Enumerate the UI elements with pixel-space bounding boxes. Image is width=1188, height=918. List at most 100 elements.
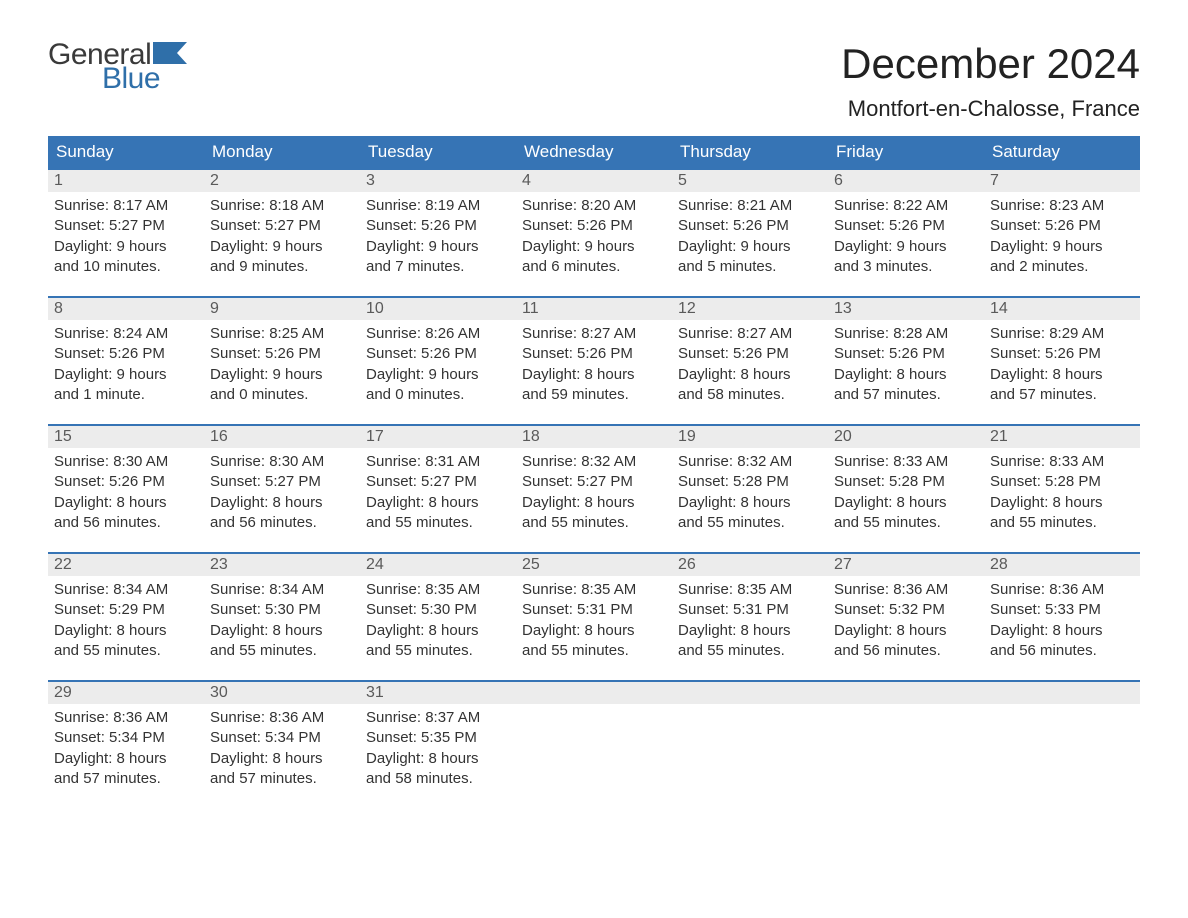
day-sunset: Sunset: 5:28 PM bbox=[678, 472, 822, 492]
calendar-row: 29Sunrise: 8:36 AMSunset: 5:34 PMDayligh… bbox=[48, 680, 1140, 808]
day-wrap: 16Sunrise: 8:30 AMSunset: 5:27 PMDayligh… bbox=[204, 424, 360, 539]
day-d2: and 57 minutes. bbox=[54, 769, 198, 789]
day-sunrise: Sunrise: 8:28 AM bbox=[834, 324, 978, 344]
day-sunset: Sunset: 5:30 PM bbox=[366, 600, 510, 620]
day-number-empty bbox=[672, 682, 828, 704]
day-sunrise: Sunrise: 8:33 AM bbox=[834, 452, 978, 472]
day-d2: and 55 minutes. bbox=[54, 641, 198, 661]
day-d1: Daylight: 8 hours bbox=[990, 621, 1134, 641]
day-sunset: Sunset: 5:32 PM bbox=[834, 600, 978, 620]
day-d1: Daylight: 8 hours bbox=[834, 365, 978, 385]
day-number: 29 bbox=[48, 682, 204, 704]
day-data: Sunrise: 8:30 AMSunset: 5:27 PMDaylight:… bbox=[204, 448, 360, 539]
day-number: 11 bbox=[516, 298, 672, 320]
day-sunrise: Sunrise: 8:19 AM bbox=[366, 196, 510, 216]
day-number: 16 bbox=[204, 426, 360, 448]
day-sunset: Sunset: 5:28 PM bbox=[990, 472, 1134, 492]
day-data: Sunrise: 8:27 AMSunset: 5:26 PMDaylight:… bbox=[672, 320, 828, 411]
day-sunset: Sunset: 5:26 PM bbox=[522, 216, 666, 236]
day-d2: and 56 minutes. bbox=[990, 641, 1134, 661]
day-sunrise: Sunrise: 8:24 AM bbox=[54, 324, 198, 344]
header: General Blue December 2024 Montfort-en-C… bbox=[48, 40, 1140, 122]
day-data: Sunrise: 8:32 AMSunset: 5:28 PMDaylight:… bbox=[672, 448, 828, 539]
day-wrap: 29Sunrise: 8:36 AMSunset: 5:34 PMDayligh… bbox=[48, 680, 204, 795]
day-sunset: Sunset: 5:26 PM bbox=[366, 344, 510, 364]
day-number: 14 bbox=[984, 298, 1140, 320]
day-number: 18 bbox=[516, 426, 672, 448]
calendar-row: 22Sunrise: 8:34 AMSunset: 5:29 PMDayligh… bbox=[48, 552, 1140, 680]
day-d2: and 57 minutes. bbox=[990, 385, 1134, 405]
day-sunrise: Sunrise: 8:34 AM bbox=[210, 580, 354, 600]
day-wrap: 14Sunrise: 8:29 AMSunset: 5:26 PMDayligh… bbox=[984, 296, 1140, 411]
day-sunset: Sunset: 5:33 PM bbox=[990, 600, 1134, 620]
calendar-cell: 25Sunrise: 8:35 AMSunset: 5:31 PMDayligh… bbox=[516, 552, 672, 680]
day-wrap: 20Sunrise: 8:33 AMSunset: 5:28 PMDayligh… bbox=[828, 424, 984, 539]
day-d2: and 9 minutes. bbox=[210, 257, 354, 277]
day-number-empty bbox=[516, 682, 672, 704]
day-sunrise: Sunrise: 8:36 AM bbox=[210, 708, 354, 728]
day-wrap: 3Sunrise: 8:19 AMSunset: 5:26 PMDaylight… bbox=[360, 168, 516, 283]
day-data: Sunrise: 8:36 AMSunset: 5:32 PMDaylight:… bbox=[828, 576, 984, 667]
day-sunrise: Sunrise: 8:25 AM bbox=[210, 324, 354, 344]
day-d2: and 55 minutes. bbox=[522, 641, 666, 661]
day-d2: and 55 minutes. bbox=[678, 513, 822, 533]
day-wrap: 6Sunrise: 8:22 AMSunset: 5:26 PMDaylight… bbox=[828, 168, 984, 283]
day-wrap-empty bbox=[516, 680, 672, 704]
day-d1: Daylight: 9 hours bbox=[54, 237, 198, 257]
day-wrap-empty bbox=[672, 680, 828, 704]
day-d2: and 55 minutes. bbox=[834, 513, 978, 533]
day-sunrise: Sunrise: 8:30 AM bbox=[54, 452, 198, 472]
day-sunset: Sunset: 5:35 PM bbox=[366, 728, 510, 748]
day-number: 19 bbox=[672, 426, 828, 448]
title-block: December 2024 Montfort-en-Chalosse, Fran… bbox=[841, 40, 1140, 122]
day-d1: Daylight: 8 hours bbox=[54, 621, 198, 641]
day-sunset: Sunset: 5:27 PM bbox=[366, 472, 510, 492]
dayhead-saturday: Saturday bbox=[984, 136, 1140, 168]
day-sunrise: Sunrise: 8:33 AM bbox=[990, 452, 1134, 472]
day-wrap: 23Sunrise: 8:34 AMSunset: 5:30 PMDayligh… bbox=[204, 552, 360, 667]
day-d1: Daylight: 9 hours bbox=[210, 237, 354, 257]
day-data: Sunrise: 8:34 AMSunset: 5:30 PMDaylight:… bbox=[204, 576, 360, 667]
day-d2: and 55 minutes. bbox=[210, 641, 354, 661]
calendar-body: 1Sunrise: 8:17 AMSunset: 5:27 PMDaylight… bbox=[48, 168, 1140, 808]
day-wrap: 31Sunrise: 8:37 AMSunset: 5:35 PMDayligh… bbox=[360, 680, 516, 795]
day-d2: and 0 minutes. bbox=[210, 385, 354, 405]
day-data: Sunrise: 8:27 AMSunset: 5:26 PMDaylight:… bbox=[516, 320, 672, 411]
day-d1: Daylight: 8 hours bbox=[54, 493, 198, 513]
day-d1: Daylight: 9 hours bbox=[678, 237, 822, 257]
day-d1: Daylight: 8 hours bbox=[678, 621, 822, 641]
day-sunrise: Sunrise: 8:22 AM bbox=[834, 196, 978, 216]
dayhead-friday: Friday bbox=[828, 136, 984, 168]
day-sunrise: Sunrise: 8:27 AM bbox=[522, 324, 666, 344]
calendar-cell: 26Sunrise: 8:35 AMSunset: 5:31 PMDayligh… bbox=[672, 552, 828, 680]
day-data: Sunrise: 8:19 AMSunset: 5:26 PMDaylight:… bbox=[360, 192, 516, 283]
day-wrap-empty bbox=[828, 680, 984, 704]
calendar-cell bbox=[516, 680, 672, 808]
day-wrap: 4Sunrise: 8:20 AMSunset: 5:26 PMDaylight… bbox=[516, 168, 672, 283]
day-sunset: Sunset: 5:26 PM bbox=[990, 344, 1134, 364]
day-sunrise: Sunrise: 8:35 AM bbox=[678, 580, 822, 600]
day-wrap: 9Sunrise: 8:25 AMSunset: 5:26 PMDaylight… bbox=[204, 296, 360, 411]
day-wrap: 17Sunrise: 8:31 AMSunset: 5:27 PMDayligh… bbox=[360, 424, 516, 539]
calendar-cell: 15Sunrise: 8:30 AMSunset: 5:26 PMDayligh… bbox=[48, 424, 204, 552]
day-d1: Daylight: 8 hours bbox=[834, 621, 978, 641]
day-d2: and 2 minutes. bbox=[990, 257, 1134, 277]
calendar-cell: 22Sunrise: 8:34 AMSunset: 5:29 PMDayligh… bbox=[48, 552, 204, 680]
day-d2: and 10 minutes. bbox=[54, 257, 198, 277]
day-sunrise: Sunrise: 8:36 AM bbox=[54, 708, 198, 728]
day-d1: Daylight: 8 hours bbox=[366, 621, 510, 641]
day-sunset: Sunset: 5:29 PM bbox=[54, 600, 198, 620]
calendar-cell bbox=[984, 680, 1140, 808]
calendar-cell: 21Sunrise: 8:33 AMSunset: 5:28 PMDayligh… bbox=[984, 424, 1140, 552]
day-number: 20 bbox=[828, 426, 984, 448]
calendar-cell: 17Sunrise: 8:31 AMSunset: 5:27 PMDayligh… bbox=[360, 424, 516, 552]
day-sunset: Sunset: 5:26 PM bbox=[522, 344, 666, 364]
day-sunset: Sunset: 5:27 PM bbox=[54, 216, 198, 236]
day-number: 27 bbox=[828, 554, 984, 576]
calendar-cell: 4Sunrise: 8:20 AMSunset: 5:26 PMDaylight… bbox=[516, 168, 672, 296]
calendar-table: Sunday Monday Tuesday Wednesday Thursday… bbox=[48, 136, 1140, 808]
day-d2: and 5 minutes. bbox=[678, 257, 822, 277]
day-sunrise: Sunrise: 8:35 AM bbox=[366, 580, 510, 600]
day-sunrise: Sunrise: 8:35 AM bbox=[522, 580, 666, 600]
day-sunset: Sunset: 5:34 PM bbox=[210, 728, 354, 748]
